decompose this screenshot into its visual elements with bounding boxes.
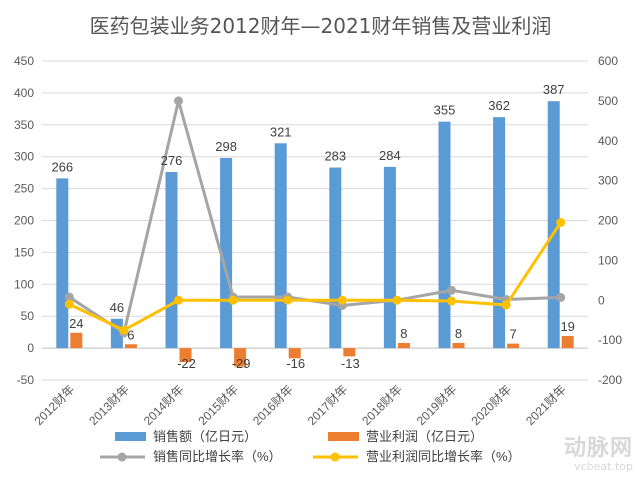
profit-bar [452,342,465,349]
sales-data-label: 387 [543,82,565,97]
legend-label: 营业利润同比增长率（%） [366,449,521,464]
profit-bar [288,348,301,359]
y-left-tick-label: 350 [14,118,34,132]
profit-growth-marker [556,217,566,227]
legend-swatch [328,432,359,441]
x-category-label: 2015财年 [195,382,241,428]
y-right-tick-label: 400 [598,134,618,148]
chart-title: 医药包装业务2012财年—2021财年销售及营业利润 [90,14,552,38]
profit-growth-marker [174,295,183,305]
x-category-label: 2012财年 [32,382,78,428]
y-left-tick-label: 100 [14,277,34,291]
sales-bar [547,101,560,349]
profit-data-label: 24 [69,316,83,331]
sales-bar [383,166,396,349]
profit-data-label: -29 [232,356,251,371]
sales-data-label: 284 [379,148,401,163]
profit-bar [179,348,192,363]
profit-bar [70,332,83,349]
sales-data-label: 362 [488,98,510,113]
profit-growth-marker [283,295,293,305]
legend-label: 销售同比增长率（%） [153,449,282,464]
sales-bar [165,172,178,349]
profit-growth-marker [501,300,511,310]
x-category-label: 2014财年 [141,382,187,428]
profit-bar [234,348,247,367]
profit-data-label: 6 [127,327,134,342]
profit-growth-line [68,221,562,332]
y-left-tick-label: 250 [14,182,34,196]
sales-bar [329,167,342,349]
profit-growth-marker [447,296,456,306]
y-left-tick-label: 200 [14,214,34,228]
profit-growth-marker [64,299,74,309]
profit-data-label: 7 [509,327,516,342]
y-left-tick-label: 50 [21,309,35,323]
y-left-tick-label: 0 [27,341,34,355]
y-right-tick-label: 200 [598,214,618,228]
profit-bar [343,348,356,357]
sales-data-label: 276 [161,153,183,168]
x-category-label: 2017财年 [305,382,351,428]
sales-growth-marker [556,292,566,302]
y-right-tick-label: 500 [598,94,618,108]
profit-growth-marker [228,295,238,305]
x-category-label: 2018财年 [359,382,405,428]
watermark: 动脉网 vcbeat.top [564,430,633,473]
y-right-tick-label: -100 [598,333,622,347]
legend-marker [330,452,340,462]
profit-bar [561,335,574,349]
sales-bar [274,143,287,349]
y-left-tick-label: -50 [17,373,35,387]
watermark-site: vcbeat.top [574,460,633,473]
watermark-brand: 动脉网 [563,436,633,461]
profit-growth-marker [392,295,402,305]
legend-label: 营业利润（亿日元） [366,429,483,444]
y-left-tick-label: 150 [14,245,34,259]
sales-growth-marker [174,96,183,106]
sales-bar [56,178,69,349]
sales-data-label: 355 [434,103,456,118]
y-right-tick-label: 0 [598,293,605,307]
profit-bar [397,342,410,349]
y-left-tick-label: 400 [14,86,34,100]
sales-bar [438,121,451,349]
sales-growth-marker [64,292,74,302]
sales-data-label: 298 [215,139,237,154]
sales-data-label: 321 [270,124,292,139]
x-category-label: 2013财年 [86,382,132,428]
profit-data-label: -13 [341,356,360,371]
sales-growth-line [68,100,561,336]
x-category-label: 2019财年 [414,382,460,428]
profit-bar [507,343,520,349]
sales-data-label: 46 [110,300,124,315]
profit-data-label: -22 [177,356,196,371]
profit-data-label: 8 [455,326,462,341]
x-category-label: 2020财年 [468,382,514,428]
profit-data-label: 8 [400,326,407,341]
profit-growth-marker [119,325,129,335]
x-category-label: 2021财年 [523,382,569,428]
sales-growth-marker [447,285,456,295]
y-right-tick-label: 300 [598,174,618,188]
y-right-tick-label: 600 [598,54,618,68]
sales-bar [493,117,506,349]
profit-growth-marker [337,295,347,305]
y-right-tick-label: 100 [598,253,618,267]
profit-data-label: 19 [560,319,574,334]
sales-data-label: 266 [51,159,73,174]
y-left-tick-label: 450 [14,54,34,68]
legend-label: 销售额（亿日元） [153,429,257,444]
profit-bar [124,344,137,349]
profit-data-label: -16 [286,356,305,371]
y-right-tick-label: -200 [598,373,622,387]
legend-swatch [115,432,146,441]
x-category-label: 2016财年 [250,382,296,428]
legend-marker [117,452,127,462]
y-left-tick-label: 300 [14,150,34,164]
sales-data-label: 283 [324,149,346,164]
